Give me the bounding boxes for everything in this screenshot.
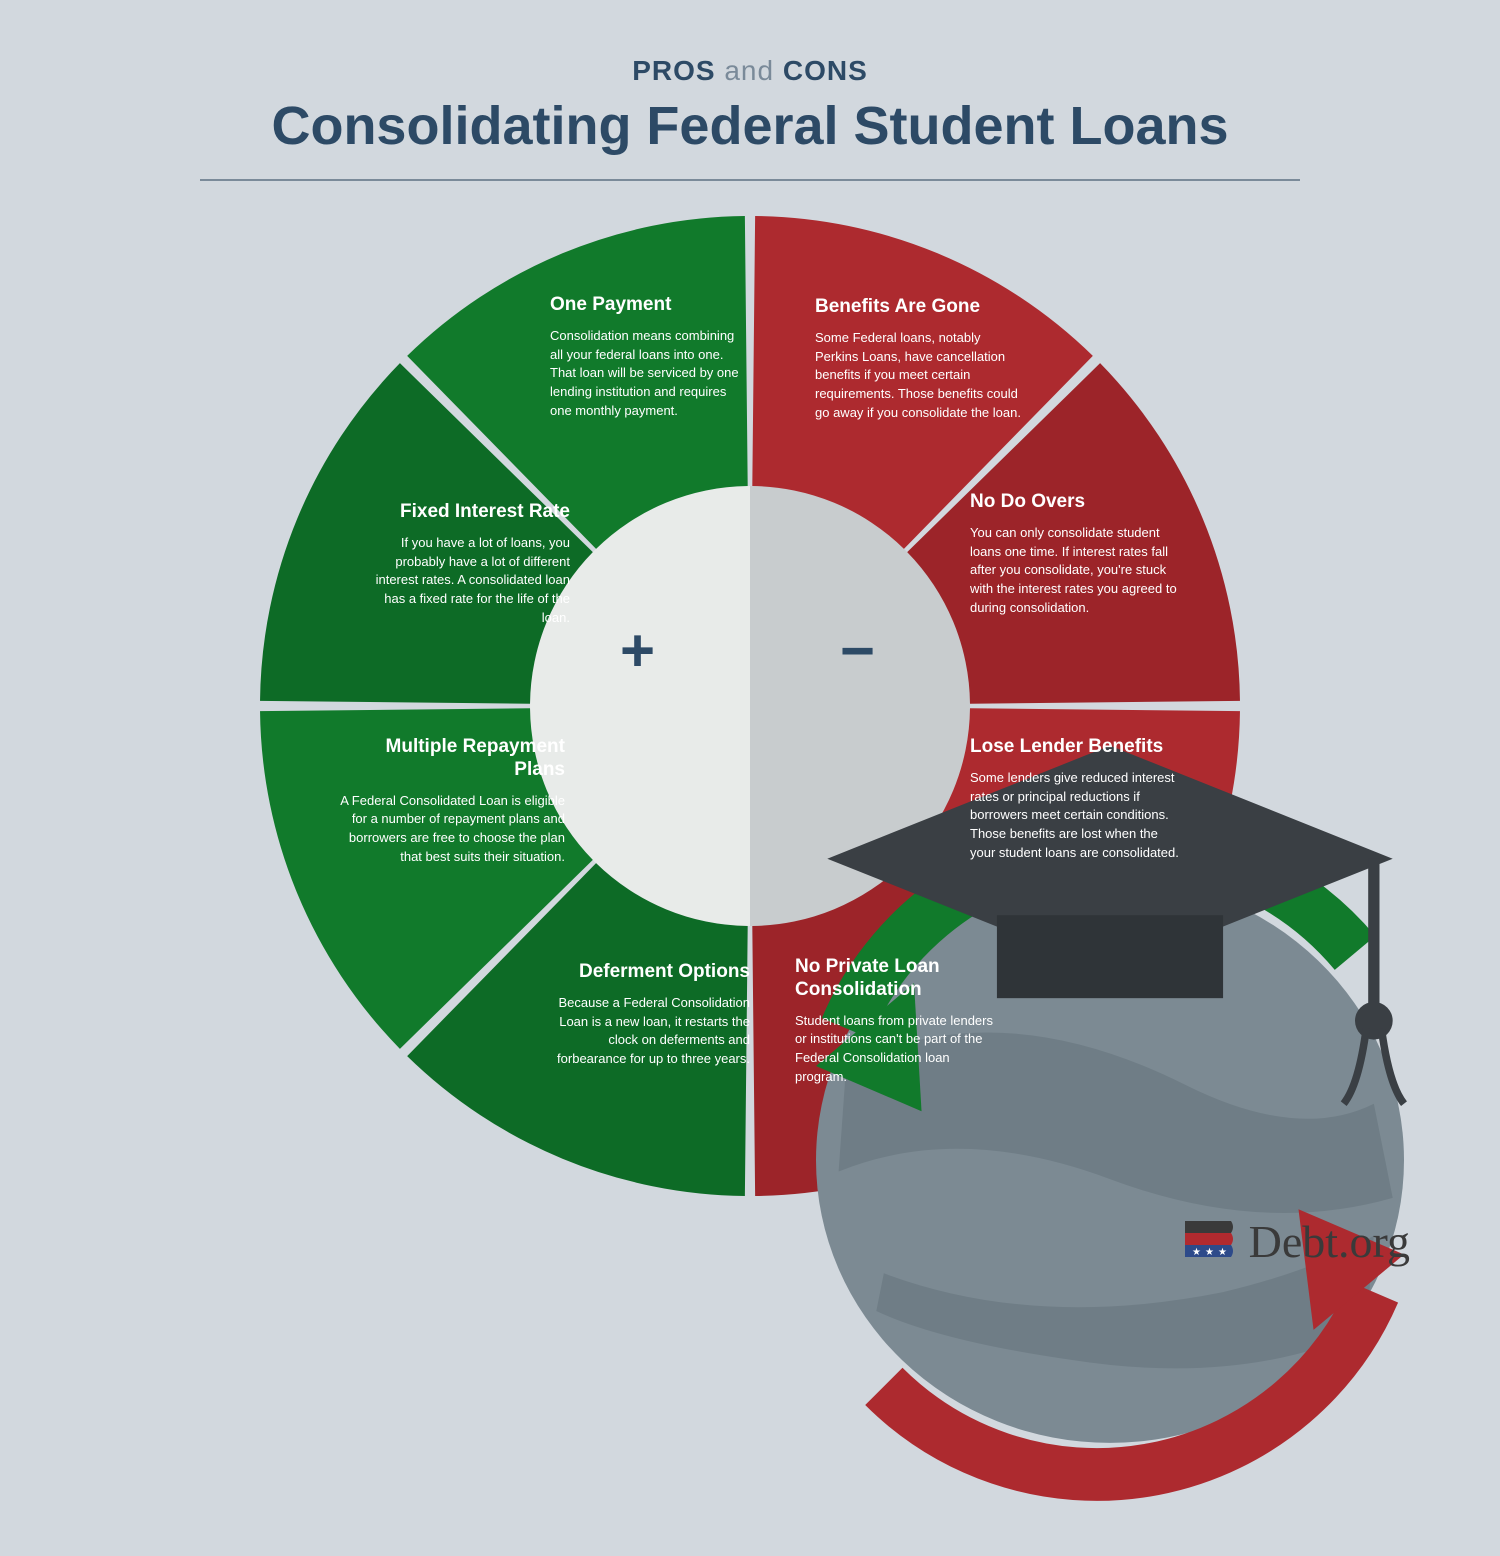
con-2-title: Lose Lender Benefits: [970, 736, 1180, 759]
pro-segment-0: One Payment Consolidation means combinin…: [550, 294, 750, 421]
con-segment-3: No Private Loan Consolidation Student lo…: [795, 956, 995, 1087]
logo-flag-icon: ★ ★ ★: [1181, 1219, 1237, 1265]
con-segment-0: Benefits Are Gone Some Federal loans, no…: [815, 296, 1025, 423]
con-segment-2: Lose Lender Benefits Some lenders give r…: [970, 736, 1180, 863]
con-1-title: No Do Overs: [970, 491, 1180, 514]
pro-1-title: Fixed Interest Rate: [355, 501, 570, 524]
con-3-body: Student loans from private lenders or in…: [795, 1012, 995, 1087]
center-icon: [620, 576, 880, 836]
donut-chart: + − One Payment Consolidation means comb…: [260, 216, 1240, 1196]
pretitle: PROS and CONS: [0, 55, 1500, 87]
pro-2-title: Multiple Repayment Plans: [340, 736, 565, 782]
pretitle-cons: CONS: [783, 55, 868, 86]
con-1-body: You can only consolidate student loans o…: [970, 524, 1180, 618]
logo-text: Debt.org: [1249, 1215, 1410, 1268]
page-title: Consolidating Federal Student Loans: [0, 95, 1500, 157]
pro-3-body: Because a Federal Consolidation Loan is …: [550, 994, 750, 1069]
svg-text:★: ★: [1218, 1247, 1227, 1258]
logo: ★ ★ ★ Debt.org: [1181, 1215, 1410, 1268]
con-2-body: Some lenders give reduced interest rates…: [970, 769, 1180, 863]
pro-segment-1: Fixed Interest Rate If you have a lot of…: [355, 501, 570, 628]
pro-1-body: If you have a lot of loans, you probably…: [355, 534, 570, 628]
con-0-body: Some Federal loans, notably Perkins Loan…: [815, 329, 1025, 423]
pretitle-and: and: [724, 55, 774, 86]
pro-segment-3: Deferment Options Because a Federal Cons…: [550, 961, 750, 1069]
header: PROS and CONS Consolidating Federal Stud…: [0, 0, 1500, 181]
pro-0-title: One Payment: [550, 294, 750, 317]
globe-cap-icon: [620, 576, 1500, 1556]
svg-text:★: ★: [1205, 1247, 1214, 1258]
title-divider: [200, 179, 1300, 181]
con-3-title: No Private Loan Consolidation: [795, 956, 995, 1002]
svg-text:★: ★: [1192, 1247, 1201, 1258]
pro-2-body: A Federal Consolidated Loan is eligible …: [340, 792, 565, 867]
con-0-title: Benefits Are Gone: [815, 296, 1025, 319]
pro-3-title: Deferment Options: [550, 961, 750, 984]
con-segment-1: No Do Overs You can only consolidate stu…: [970, 491, 1180, 618]
pro-segment-2: Multiple Repayment Plans A Federal Conso…: [340, 736, 565, 867]
pretitle-pros: PROS: [632, 55, 715, 86]
pro-0-body: Consolidation means combining all your f…: [550, 327, 750, 421]
